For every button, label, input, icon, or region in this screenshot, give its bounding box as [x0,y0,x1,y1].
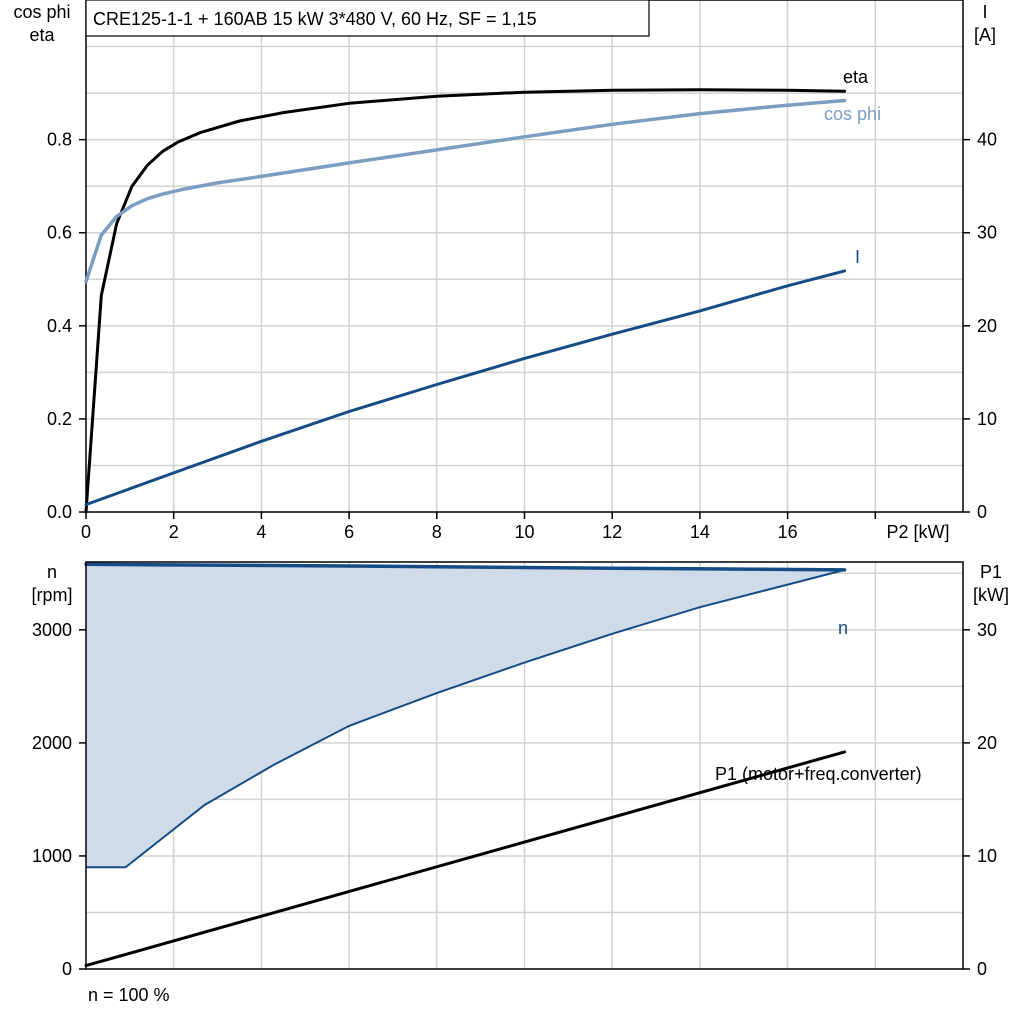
x-tick-label: 2 [169,522,179,542]
bottom-right-tick-label: 30 [977,620,997,640]
speed-footnote: n = 100 % [88,985,170,1005]
chart-title: CRE125-1-1 + 160AB 15 kW 3*480 V, 60 Hz,… [93,9,537,29]
top-left-tick-label: 0.2 [47,409,72,429]
top-left-tick-label: 0.8 [47,130,72,150]
x-tick-label: 14 [690,522,710,542]
top-right-tick-label: 0 [977,502,987,522]
top-left-tick-label: 0.6 [47,223,72,243]
cos-phi-series-label: cos phi [824,104,881,124]
top-right-axis-label-line2: [A] [974,25,996,45]
top-right-tick-label: 10 [977,409,997,429]
bottom-left-axis-label-line1: n [47,562,57,582]
top-right-tick-label: 40 [977,130,997,150]
top-left-axis-label-line2: eta [29,25,55,45]
chart-title-box: CRE125-1-1 + 160AB 15 kW 3*480 V, 60 Hz,… [85,0,650,37]
x-tick-label: 16 [778,522,798,542]
current-line [84,269,847,507]
x-tick-label: 0 [81,522,91,542]
top-right-tick-label: 20 [977,316,997,336]
current-series-label: I [855,247,860,267]
bottom-right-axis-label-line2: [kW] [973,585,1009,605]
top-series [84,88,847,514]
top-left-tick-label: 0.0 [47,502,72,522]
eta-line [84,88,847,514]
x-tick-label: 6 [344,522,354,542]
bottom-left-tick-label: 2000 [32,733,72,753]
bottom-right-axis-label-line1: P1 [980,562,1002,582]
eta-series-label: eta [843,67,869,87]
bottom-left-axis-label-line2: [rpm] [31,585,72,605]
bottom-panel: 0 1000 2000 3000 0 10 20 30 n [rpm] P1 [kW] n P… [31,561,1009,1005]
top-right-tick-label: 30 [977,223,997,243]
p1-series-label: P1 (motor+freq.converter) [715,764,922,784]
top-right-axis-label-line1: I [982,2,987,22]
x-tick-label: 12 [602,522,622,542]
top-ticks: 0 2 4 6 8 10 12 14 16 0.0 0.2 0.4 0.6 0.8 0 10 20 30 40 [47,130,997,542]
speed-series-label: n [838,618,848,638]
bottom-series [84,562,847,968]
x-tick-label: 4 [256,522,266,542]
min-speed-line [86,568,845,869]
top-left-tick-label: 0.4 [47,316,72,336]
bottom-right-tick-label: 10 [977,846,997,866]
top-left-axis-label-line1: cos phi [13,2,70,22]
x-tick-label: 8 [432,522,442,542]
x-tick-label: 10 [514,522,534,542]
bottom-left-tick-label: 0 [62,959,72,979]
bottom-plot-frame [85,561,964,970]
bottom-left-tick-label: 3000 [32,620,72,640]
bottom-right-tick-label: 0 [977,959,987,979]
speed-range-area [86,564,845,868]
bottom-ticks: 0 1000 2000 3000 0 10 20 30 [32,620,997,979]
cos-phi-line [84,98,847,284]
speed-line [84,562,847,572]
bottom-left-tick-label: 1000 [32,846,72,866]
top-grid [86,0,963,512]
top-panel: 0 2 4 6 8 10 12 14 16 0.0 0.2 0.4 0.6 0.8 0 10 20 30 40 CR… [13,0,997,542]
bottom-right-tick-label: 20 [977,733,997,753]
x-axis-label: P2 [kW] [886,522,949,542]
p1-line [84,750,847,968]
